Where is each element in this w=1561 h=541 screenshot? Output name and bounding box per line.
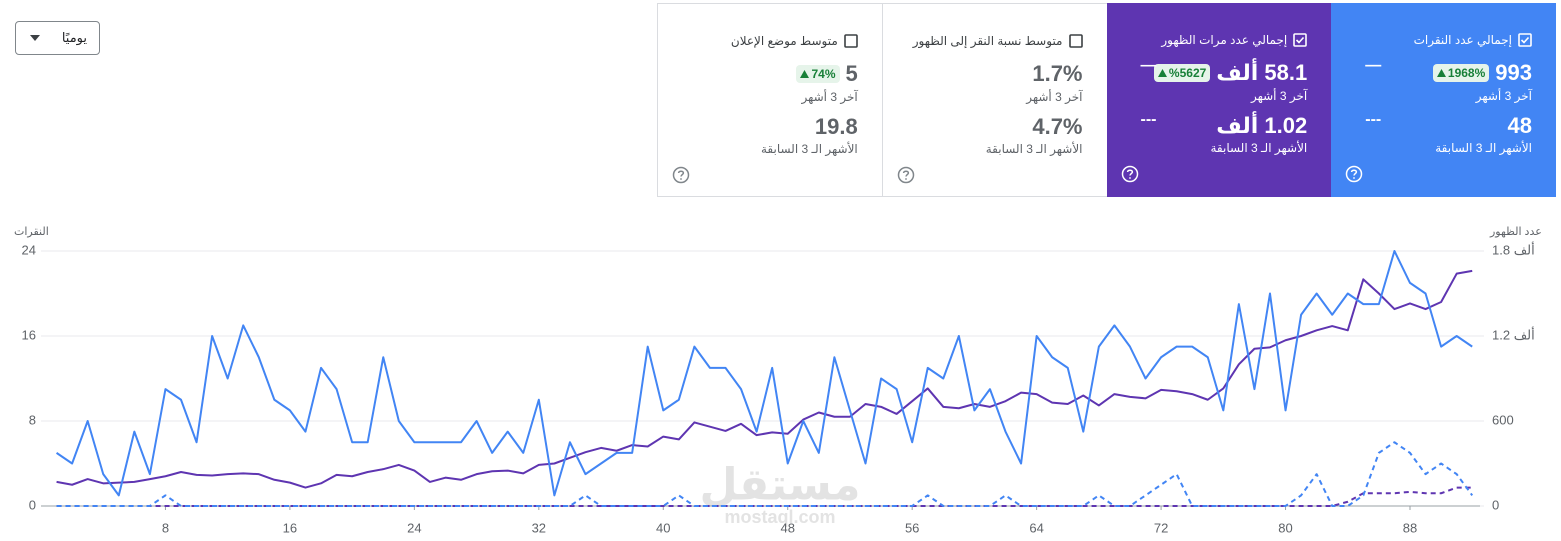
current-period: آخر 3 أشهر — [1026, 90, 1083, 104]
current-value: 58.1 ألف — [1216, 60, 1308, 85]
y-tick-label: 24 — [22, 242, 36, 257]
prev-value-row: 48 — [1508, 113, 1532, 139]
x-tick-label: 40 — [656, 520, 670, 535]
y-axis-title: النقرات — [14, 226, 49, 238]
card-title: متوسط نسبة النقر إلى الظهور — [912, 34, 1063, 48]
checkbox[interactable] — [1518, 33, 1532, 47]
prev-value-row: 1.02 ألف — [1216, 113, 1307, 139]
help-icon[interactable] — [1121, 165, 1139, 188]
prev-value-row: 4.7% — [1032, 114, 1082, 140]
previous-period: الأشهر الـ 3 السابقة — [1210, 141, 1308, 155]
x-tick-label: 80 — [1278, 520, 1292, 535]
card-header: متوسط نسبة النقر إلى الظهور — [913, 34, 1083, 48]
help-glyph — [1121, 165, 1138, 183]
trend: — — [1140, 57, 1157, 74]
previous-trend: --- — [1140, 111, 1157, 128]
card-header: متوسط موضع الإعلان — [731, 34, 858, 48]
change-text: 74% — [811, 67, 836, 81]
x-tick-label: 56 — [905, 520, 919, 535]
change-badge: 74% — [796, 65, 840, 83]
current-period: آخر 3 أشهر — [1250, 89, 1308, 103]
series-line — [55, 250, 1473, 497]
trend: — — [1365, 57, 1382, 74]
x-tick-label: 16 — [283, 520, 297, 535]
y2-tick-label: 0 — [1492, 497, 1499, 512]
prev-value-row: 19.8 — [815, 114, 858, 140]
previous-period: الأشهر الـ 3 السابقة — [985, 142, 1083, 156]
x-tick-label: 8 — [162, 520, 169, 535]
up-arrow — [800, 70, 810, 78]
metric-card[interactable]: إجمالي عدد النقرات 993 1968% آخر 3 أشهر 48 ال… — [1331, 3, 1556, 197]
y-tick-label: 8 — [29, 412, 36, 427]
x-tick-label: 32 — [532, 520, 546, 535]
help-glyph — [1346, 165, 1363, 183]
period-dropdown[interactable]: يوميًا — [15, 21, 100, 55]
checkbox[interactable] — [1293, 33, 1308, 47]
y2-tick-label: 1.8 ألف — [1492, 241, 1535, 257]
previous-value: 1.02 ألف — [1216, 113, 1308, 138]
up-arrow — [1436, 69, 1446, 77]
dropdown-label: يوميًا — [61, 30, 87, 45]
value-row: 1.7% — [1032, 61, 1082, 87]
up-arrow — [1157, 69, 1167, 77]
checkbox[interactable] — [1068, 34, 1083, 48]
metric-card[interactable]: إجمالي عدد مرات الظهور 58.1 ألف %5627 آخر 3… — [1106, 3, 1332, 197]
card-title: متوسط موضع الإعلان — [730, 34, 838, 48]
previous-value: 4.7% — [1032, 114, 1083, 139]
checkbox[interactable] — [843, 34, 858, 48]
card-title: إجمالي عدد مرات الظهور — [1161, 33, 1288, 47]
x-tick-label: 72 — [1154, 520, 1168, 535]
help-glyph — [897, 166, 914, 184]
y-tick-label: 0 — [29, 497, 36, 512]
dropdown-caret — [30, 35, 40, 41]
help-icon[interactable] — [897, 166, 915, 189]
card-header: إجمالي عدد النقرات — [1414, 33, 1532, 47]
y2-tick-label: 1.2 ألف — [1492, 326, 1535, 342]
change-badge: %5627 — [1153, 64, 1211, 82]
x-tick-label: 88 — [1403, 520, 1417, 535]
previous-value: 48 — [1507, 113, 1532, 138]
change-text: %5627 — [1168, 66, 1207, 80]
watermark: مستقل — [700, 461, 861, 510]
x-tick-label: 48 — [780, 520, 794, 535]
value-row: 993 1968% — [1432, 60, 1532, 86]
y2-axis-title: عدد الظهور — [1489, 226, 1542, 238]
previous-trend: --- — [1365, 111, 1382, 128]
y2-tick-label: 600 — [1492, 412, 1514, 427]
previous-period: الأشهر الـ 3 السابقة — [760, 142, 858, 156]
comparison-line — [56, 486, 1473, 507]
help-icon[interactable] — [672, 166, 690, 189]
change-badge: 1968% — [1432, 64, 1490, 82]
help-icon[interactable] — [1345, 165, 1363, 188]
metric-cards: إجمالي عدد النقرات 993 1968% آخر 3 أشهر 48 ال… — [657, 3, 1556, 197]
current-value: 5 — [845, 61, 858, 86]
metric-card[interactable]: متوسط موضع الإعلان 5 74% آخر 3 أشهر 19.8 الأش… — [657, 3, 882, 197]
previous-value: 19.8 — [814, 114, 858, 139]
x-tick-label: 24 — [407, 520, 421, 535]
current-value: 993 — [1495, 60, 1532, 85]
card-header: إجمالي عدد مرات الظهور — [1161, 33, 1308, 47]
current-value: 1.7% — [1032, 61, 1083, 86]
current-period: آخر 3 أشهر — [1475, 89, 1532, 103]
metric-card[interactable]: متوسط نسبة النقر إلى الظهور 1.7% آخر 3 أشه… — [881, 3, 1107, 197]
card-title: إجمالي عدد النقرات — [1413, 33, 1512, 47]
value-row: 58.1 ألف %5627 — [1153, 60, 1308, 86]
current-period: آخر 3 أشهر — [801, 90, 858, 104]
series-line — [56, 269, 1473, 489]
x-tick-label: 64 — [1029, 520, 1043, 535]
previous-period: الأشهر الـ 3 السابقة — [1435, 141, 1532, 155]
change-text: 1968% — [1447, 66, 1486, 80]
y-tick-label: 16 — [22, 327, 36, 342]
help-glyph — [672, 166, 690, 184]
value-row: 5 74% — [796, 61, 858, 87]
watermark-url: mostaql.com — [724, 507, 835, 527]
